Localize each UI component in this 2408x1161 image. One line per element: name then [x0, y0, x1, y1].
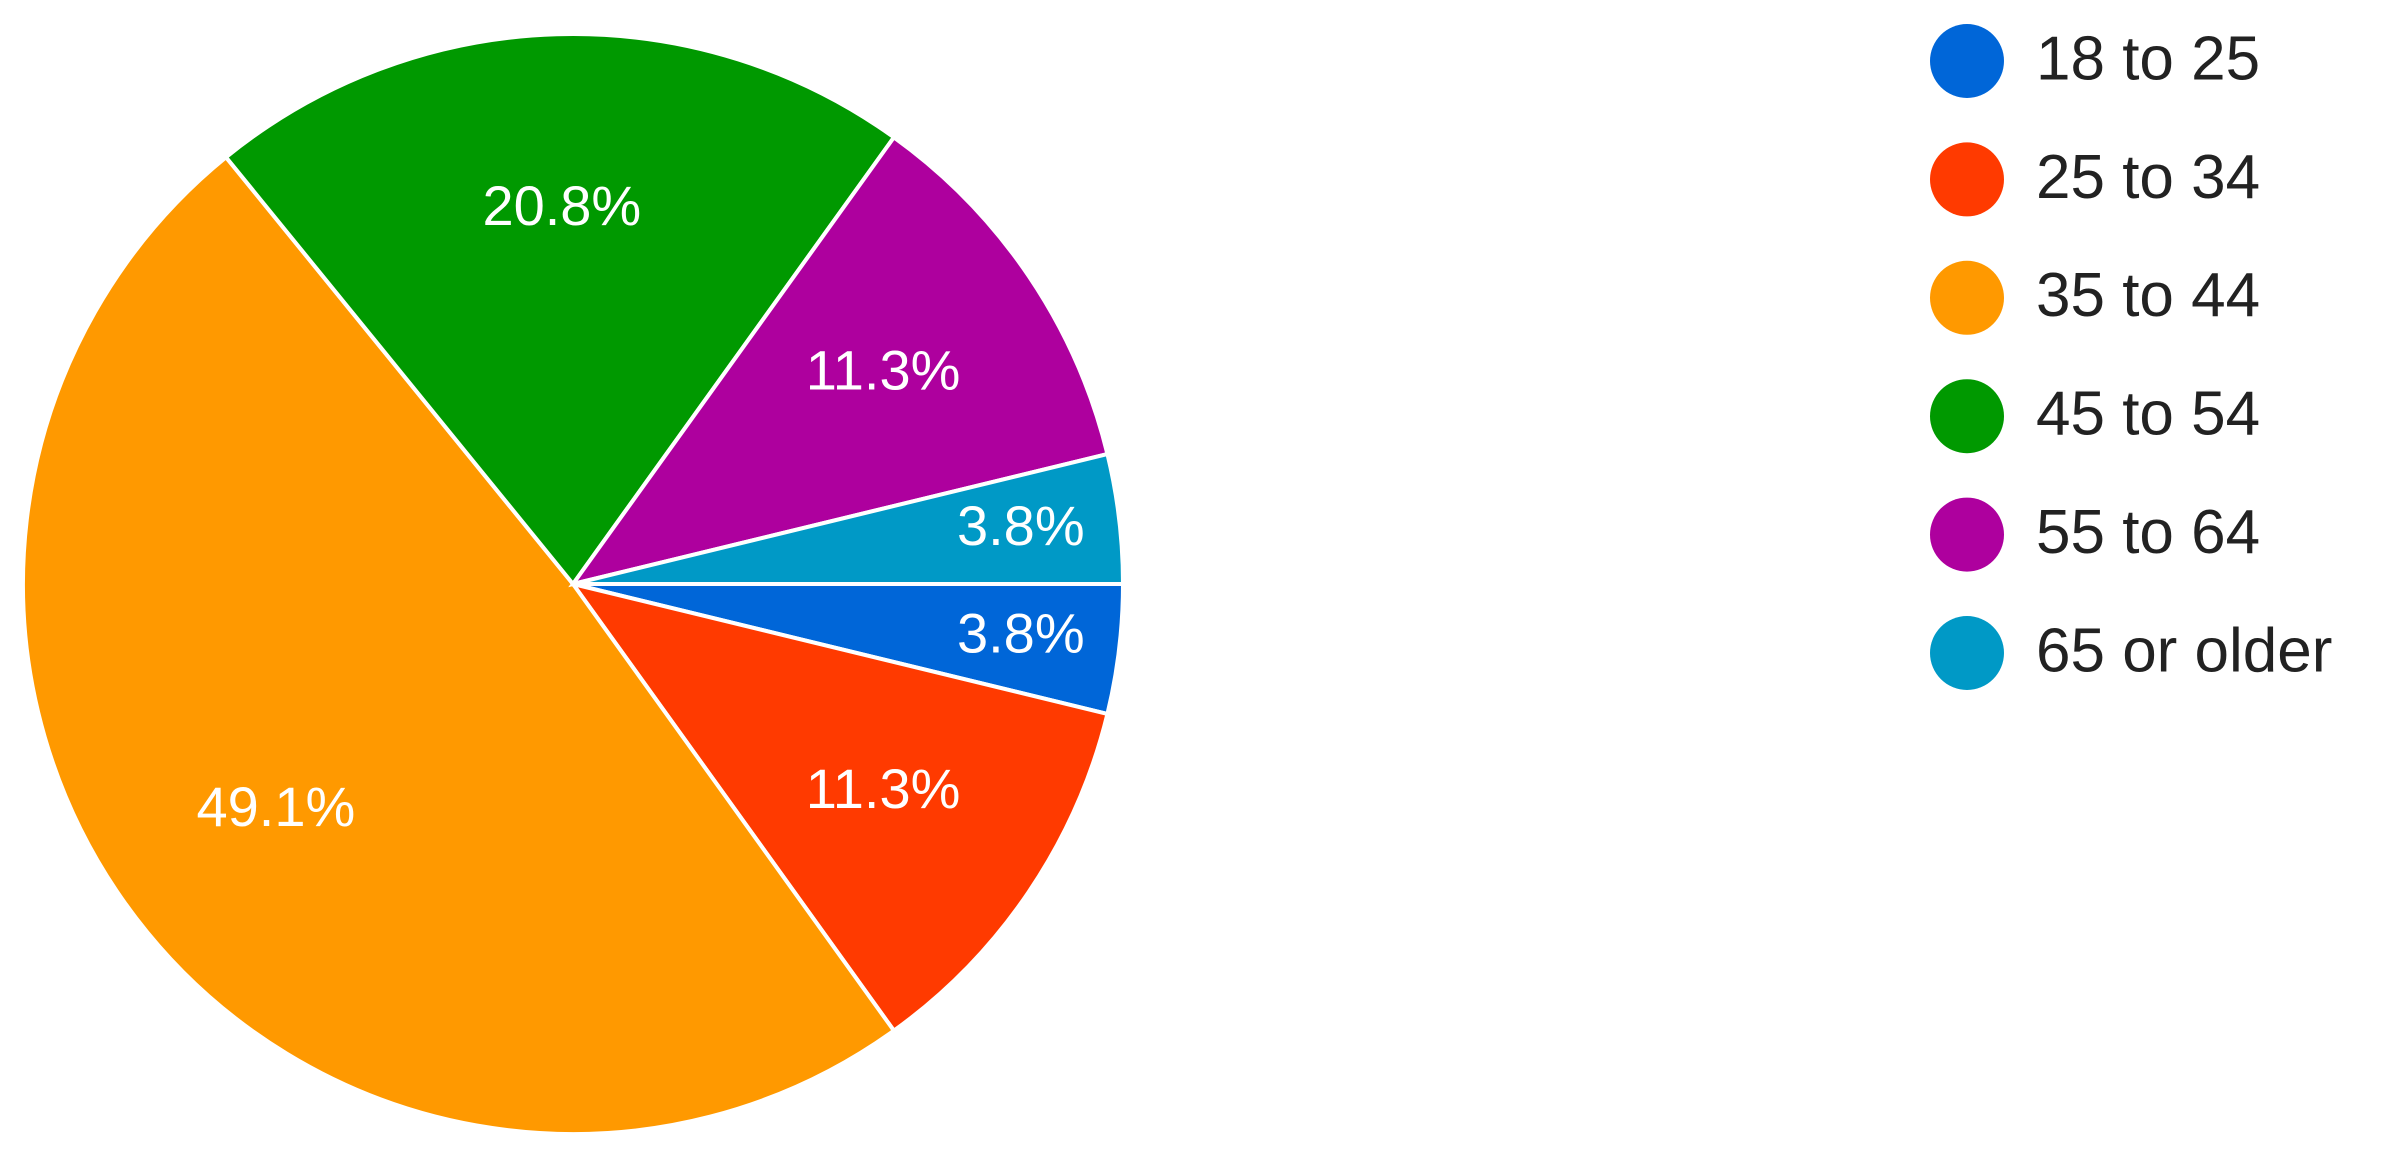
pie-slice	[568, 134, 1110, 588]
slice-label: 20.8%	[482, 174, 641, 237]
legend-marker	[1930, 379, 2004, 454]
legend-label: 65 or older	[2036, 616, 2332, 685]
legend-label: 18 to 25	[2036, 24, 2260, 93]
pie-slice	[572, 451, 1126, 586]
pie-slice	[20, 154, 897, 1136]
legend-marker	[1930, 497, 2004, 572]
legend-label: 35 to 44	[2036, 261, 2260, 330]
legend-marker	[1930, 616, 2004, 690]
slice-label: 49.1%	[197, 775, 356, 838]
slice-label: 3.8%	[957, 601, 1085, 664]
slice-label: 3.8%	[957, 494, 1085, 557]
legend-marker	[1930, 24, 2004, 98]
pie-slice	[568, 580, 1110, 1034]
legend-label: 45 to 54	[2036, 380, 2260, 449]
legend-label: 25 to 34	[2036, 143, 2260, 212]
legend-marker	[1930, 142, 2004, 217]
slice-label: 11.3%	[806, 339, 961, 402]
pie-slice	[223, 32, 897, 588]
legend-marker	[1930, 260, 2004, 335]
legend-label: 55 to 64	[2036, 498, 2260, 567]
slice-label: 11.3%	[806, 757, 961, 820]
